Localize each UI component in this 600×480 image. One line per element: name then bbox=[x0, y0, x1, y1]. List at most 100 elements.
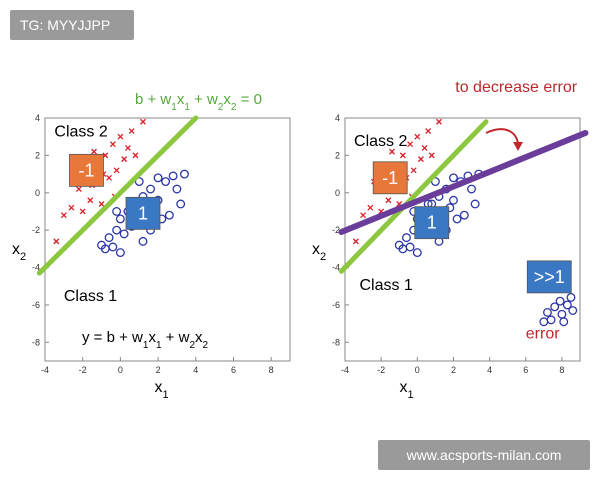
left-x-tick-label: 4 bbox=[193, 365, 198, 375]
left-y-tick-label: 0 bbox=[35, 188, 40, 198]
left-class1-point bbox=[180, 169, 189, 179]
watermark: www.acsports-milan.com bbox=[378, 440, 590, 470]
left-class2-point bbox=[140, 118, 146, 125]
right-class1-point bbox=[459, 210, 469, 220]
right-class1-point bbox=[470, 199, 480, 209]
right-class2-point bbox=[385, 197, 392, 204]
left-class2-point bbox=[106, 174, 113, 181]
left-class2-point bbox=[113, 167, 120, 174]
right-error-annotation: to decrease error bbox=[455, 79, 578, 96]
left-x-tick-label: -4 bbox=[41, 365, 49, 375]
left-x-tick-label: 6 bbox=[231, 365, 236, 375]
right-class1-point bbox=[412, 248, 422, 258]
right-decision-boundary-purple bbox=[338, 129, 589, 236]
left-plot-area bbox=[44, 117, 291, 362]
right-class2-point bbox=[352, 238, 359, 245]
right-label-box bbox=[526, 260, 572, 294]
right-error-annotation: error bbox=[526, 326, 560, 343]
right-x-tick-label: -4 bbox=[341, 365, 349, 375]
left-class2-point bbox=[121, 156, 128, 163]
tag-label: TG: MYYJJPP bbox=[10, 10, 134, 40]
left-class1-point bbox=[119, 229, 129, 239]
right-class2-point bbox=[425, 128, 432, 135]
left-class1-point bbox=[172, 184, 182, 194]
left-class2-point bbox=[132, 152, 139, 159]
left-class2-point bbox=[79, 208, 86, 215]
left-class1-point bbox=[146, 184, 155, 194]
left-y-axis-label: x2 bbox=[12, 241, 26, 263]
left-class1-point bbox=[108, 242, 118, 252]
left-class1-point bbox=[164, 210, 174, 220]
right-class2-point bbox=[417, 156, 424, 163]
right-y-axis-label: x2 bbox=[312, 241, 326, 263]
right-class1-point bbox=[559, 317, 569, 327]
left-y-tick-label: -8 bbox=[32, 337, 40, 347]
left-class2-point bbox=[68, 204, 75, 211]
right-class2-point bbox=[367, 204, 374, 211]
left-y-tick-label: -4 bbox=[32, 263, 40, 273]
right-class1-point bbox=[405, 242, 415, 252]
right-class1-point bbox=[562, 300, 572, 310]
right-y-tick-label: 2 bbox=[335, 150, 340, 160]
right-decision-boundary-green bbox=[338, 119, 489, 274]
right-class1-point bbox=[566, 292, 576, 302]
left-class2-point bbox=[53, 238, 60, 245]
right-class2-point bbox=[360, 212, 367, 219]
left-x-tick-label: 0 bbox=[118, 365, 123, 375]
left-label-box-text: 1 bbox=[138, 203, 148, 223]
right-y-tick-label: -6 bbox=[332, 300, 340, 310]
left-decision-boundary-green bbox=[36, 115, 199, 276]
right-x-tick-label: 0 bbox=[415, 365, 420, 375]
right-class1-point bbox=[568, 306, 578, 315]
left-class1-point bbox=[104, 233, 114, 243]
left-y-tick-label: 4 bbox=[35, 113, 40, 123]
left-x-tick-label: -2 bbox=[79, 365, 87, 375]
right-class-label: Class 2 bbox=[354, 133, 407, 150]
right-label-box-text: -1 bbox=[382, 168, 398, 188]
right-class1-point bbox=[555, 296, 565, 306]
left-label-box bbox=[69, 153, 104, 187]
left-label-box bbox=[125, 196, 161, 230]
left-class1-point bbox=[112, 225, 122, 235]
decrease-error-arrowhead bbox=[513, 142, 523, 151]
right-label-box-text: >>1 bbox=[534, 267, 565, 287]
right-class1-point bbox=[449, 173, 458, 183]
right-y-tick-label: -4 bbox=[332, 263, 340, 273]
left-class1-point bbox=[134, 177, 144, 187]
left-class2-point bbox=[98, 201, 105, 207]
right-class2-point bbox=[389, 148, 395, 155]
right-class1-point bbox=[539, 317, 549, 327]
right-chart-layer: -4 -2 0 2 4 6 8 4 2 0 -2 -4 -6 -8 x1 x2 Class 2 Class 1 -1… bbox=[312, 79, 589, 401]
equation-top: b + w1x1 + w2x2 = 0 bbox=[135, 91, 262, 113]
right-class2-point bbox=[410, 167, 417, 174]
right-y-tick-label: -8 bbox=[332, 337, 340, 347]
right-x-tick-label: 6 bbox=[523, 365, 528, 375]
right-class2-point bbox=[399, 152, 406, 159]
left-class1-point bbox=[115, 248, 125, 258]
left-class2-point bbox=[124, 144, 131, 151]
right-class1-point bbox=[543, 307, 552, 317]
left-x-tick-label: 8 bbox=[269, 365, 274, 375]
left-class1-point bbox=[112, 207, 122, 216]
left-y-tick-label: -2 bbox=[32, 225, 40, 235]
right-class1-point bbox=[402, 233, 411, 243]
left-y-tick-label: -6 bbox=[32, 300, 40, 310]
right-y-tick-label: 4 bbox=[335, 113, 340, 123]
right-class1-point bbox=[546, 315, 556, 325]
left-x-axis-label: x1 bbox=[155, 379, 169, 401]
right-class-label: Class 1 bbox=[359, 277, 412, 294]
left-y-tick-label: 2 bbox=[35, 150, 40, 160]
right-class1-point bbox=[467, 184, 476, 194]
left-class1-point bbox=[138, 236, 148, 246]
right-class2-point bbox=[407, 141, 414, 148]
left-chart-layer: -4 -2 0 2 4 6 8 4 2 0 -2 -4 -6 -8 x1 x2 Class 2 Class 1 -1… bbox=[12, 113, 274, 401]
right-plot-area bbox=[344, 117, 581, 362]
left-class2-point bbox=[117, 133, 124, 140]
right-class1-point bbox=[550, 302, 560, 312]
right-class2-point bbox=[414, 133, 421, 140]
left-class2-point bbox=[60, 212, 67, 219]
right-class1-point bbox=[452, 214, 462, 224]
left-class1-point bbox=[176, 199, 186, 209]
left-class2-point bbox=[91, 148, 97, 155]
